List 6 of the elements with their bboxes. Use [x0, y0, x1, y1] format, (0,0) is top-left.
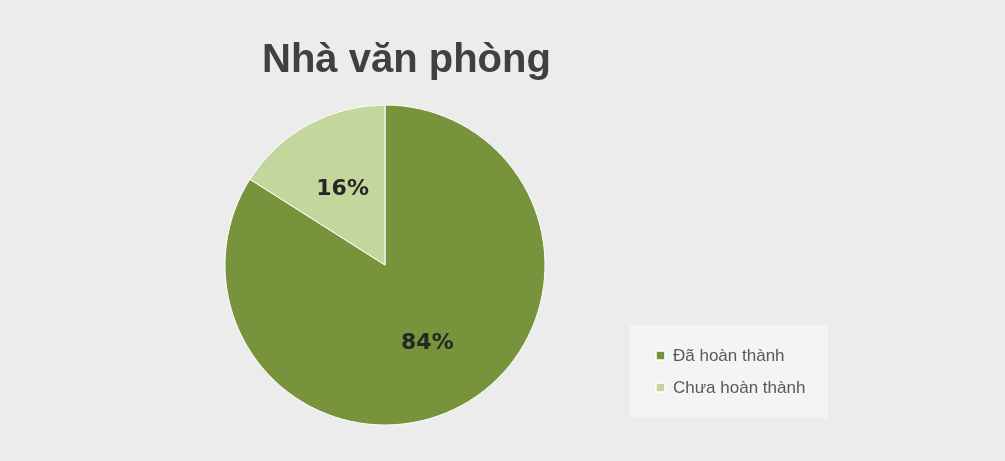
legend-label: Đã hoàn thành	[673, 345, 785, 365]
legend-label: Chưa hoàn thành	[673, 377, 806, 397]
data-label: 84%	[401, 329, 454, 355]
data-label: 16%	[316, 174, 369, 200]
chart-title: Nhà văn phòng	[262, 36, 551, 80]
pie-slice	[224, 104, 546, 426]
